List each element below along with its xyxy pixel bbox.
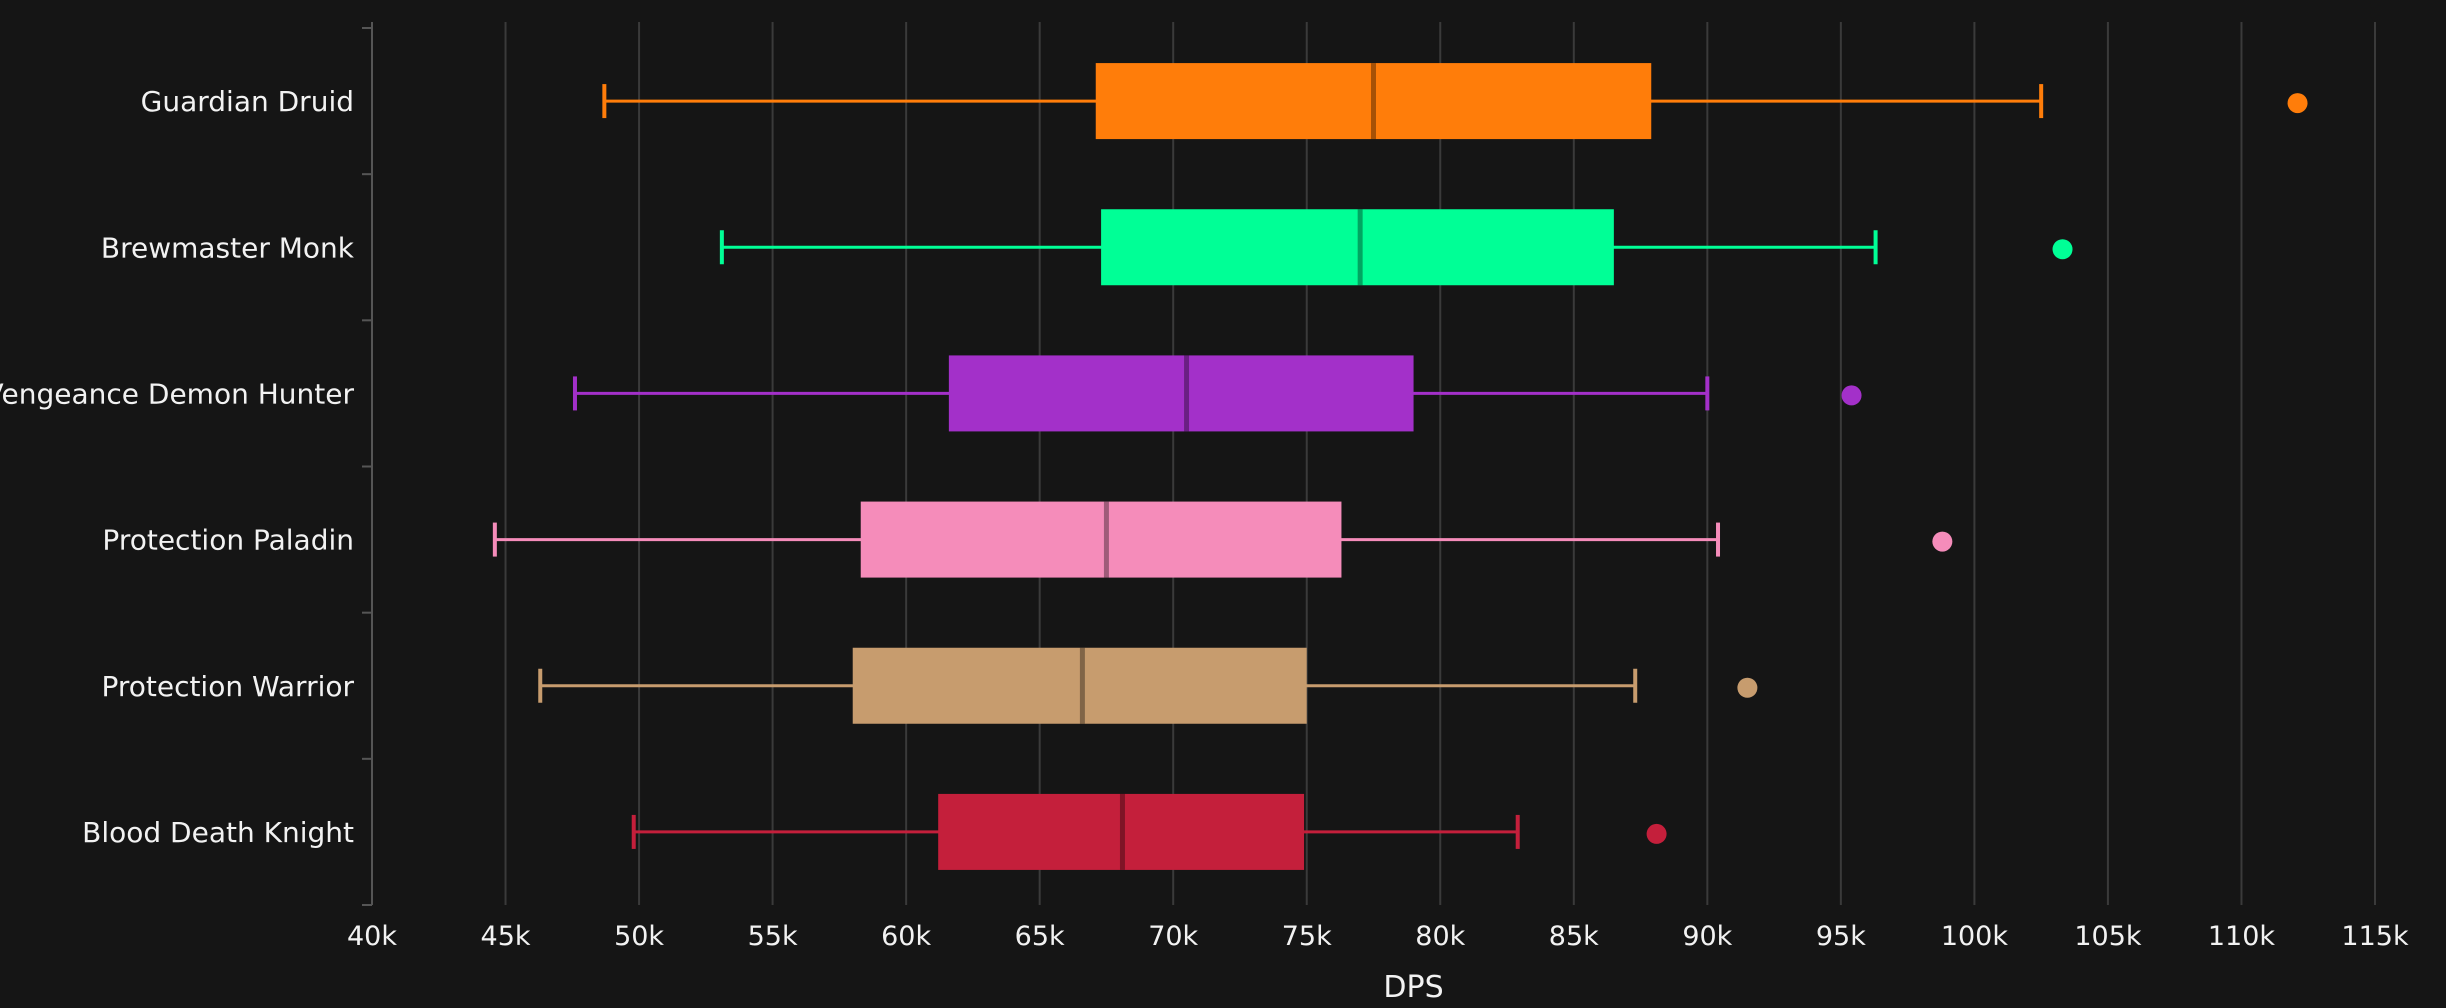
x-tick-label: 90k	[1682, 921, 1732, 952]
x-tick-label: 110k	[2208, 921, 2276, 952]
iqr-box	[860, 501, 1342, 578]
outlier-point	[2287, 93, 2308, 114]
x-tick-label: 45k	[481, 921, 531, 952]
x-tick-label: 95k	[1816, 921, 1866, 952]
iqr-box	[852, 647, 1307, 724]
x-tick-label: 115k	[2341, 921, 2409, 952]
x-axis-title: DPS	[1383, 970, 1443, 1005]
category-label: Protection Warrior	[101, 670, 354, 703]
iqr-box	[1101, 209, 1614, 286]
category-label: Blood Death Knight	[82, 816, 354, 849]
x-tick-label: 75k	[1282, 921, 1332, 952]
grid-lines	[504, 22, 2376, 905]
x-tick-label: 80k	[1415, 921, 1465, 952]
x-tick-label: 100k	[1941, 921, 2009, 952]
outlier-point	[1646, 823, 1667, 844]
box-group: Guardian Druid	[141, 63, 2308, 140]
category-label: Vengeance Demon Hunter	[0, 377, 354, 410]
category-label: Protection Paladin	[102, 524, 354, 557]
x-tick-label: 105k	[2074, 921, 2142, 952]
box-group: Blood Death Knight	[82, 793, 1667, 870]
box-group: Protection Warrior	[101, 647, 1758, 724]
outlier-point	[1841, 385, 1862, 406]
x-tick-label: 85k	[1549, 921, 1599, 952]
box-series: Guardian Druid Brewmaster Monk Vengeance D…	[0, 63, 2308, 870]
box-group: Protection Paladin	[102, 501, 1953, 578]
iqr-box	[948, 355, 1414, 432]
x-tick-label: 60k	[881, 921, 931, 952]
outlier-point	[2052, 239, 2073, 260]
category-label: Brewmaster Monk	[101, 231, 355, 264]
iqr-box	[938, 793, 1305, 870]
box-group: Brewmaster Monk	[101, 209, 2073, 286]
x-axis-ticks: 40k 45k 50k 55k 60k 65k 70k 75k 80k 85k 90k 95k 100k…	[347, 921, 2409, 952]
category-label: Guardian Druid	[141, 85, 354, 118]
outlier-point	[1737, 677, 1758, 698]
y-axis	[362, 22, 373, 906]
x-tick-label: 50k	[614, 921, 664, 952]
box-group: Vengeance Demon Hunter	[0, 355, 1862, 432]
outlier-point	[1932, 531, 1953, 552]
x-tick-label: 70k	[1148, 921, 1198, 952]
x-tick-label: 65k	[1015, 921, 1065, 952]
x-tick-label: 40k	[347, 921, 397, 952]
x-tick-label: 55k	[748, 921, 798, 952]
iqr-box	[1095, 63, 1652, 140]
